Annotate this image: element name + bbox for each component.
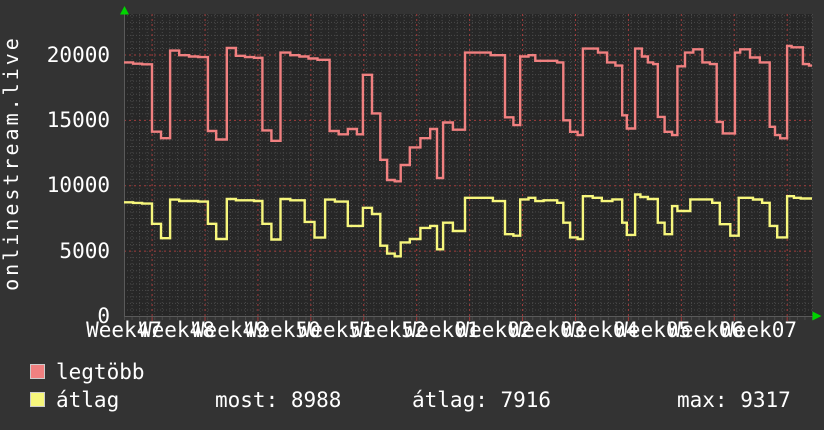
y-axis-label: 15000 [46,107,110,132]
stat-max: max: 9317 [677,388,791,412]
y-axis-label: 10000 [46,173,110,198]
x-axis-label: Week07 [721,318,797,342]
x-axis-label: Week52 [350,318,427,342]
x-axis-label: Week05 [615,318,692,342]
legend-swatch-legtobb [30,364,45,379]
y-axis-label: 20000 [46,42,110,67]
x-axis-label: Week04 [562,318,639,342]
right-arrow-icon [812,311,822,321]
x-axis-label: Week50 [244,318,321,342]
x-axis-label: Week03 [509,318,586,342]
x-axis-label: Week51 [297,318,374,342]
stat-most: most: 8988 [215,388,342,412]
x-axis-label: Week02 [456,318,533,342]
series-line-atlag [124,193,812,258]
stat-atlag: átlag: 7916 [412,388,552,412]
legend-label-atlag: átlag [56,388,120,412]
y-axis-label: 0 [97,304,110,328]
x-axis-label: Week49 [191,318,268,342]
x-axis-label: Week01 [403,318,480,342]
legend-label-legtobb: legtöbb [56,360,145,384]
plot-area [124,14,812,316]
series-line-legtobb [124,44,812,183]
y-axis-label: 5000 [59,238,110,263]
x-axis-label: Week06 [668,318,745,342]
up-arrow-icon [120,6,129,15]
x-axis-label: Week47 [86,318,162,342]
legend-swatch-atlag [30,392,45,407]
x-axis-label: Week48 [138,318,215,342]
